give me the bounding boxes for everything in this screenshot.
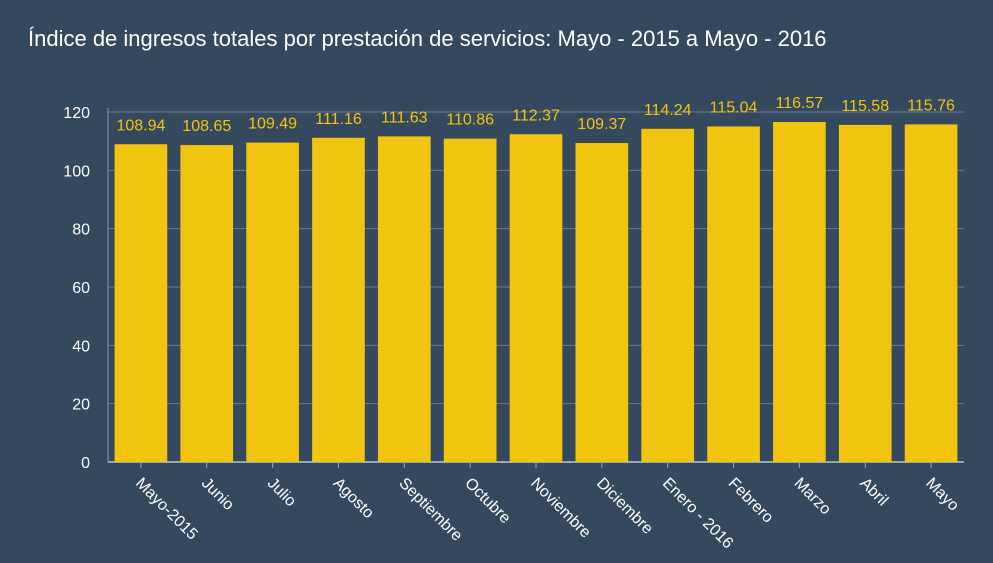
- x-category-label: Junio: [198, 475, 237, 514]
- data-label: 108.65: [182, 118, 231, 135]
- data-label: 115.04: [710, 99, 758, 116]
- data-label: 116.57: [776, 95, 824, 112]
- x-category-label: Mayo-2015: [132, 475, 201, 544]
- data-label: 111.16: [315, 111, 362, 128]
- data-label: 110.86: [446, 112, 494, 129]
- data-label: 114.24: [644, 102, 692, 119]
- bar: [377, 136, 431, 462]
- y-tick-label: 0: [81, 455, 90, 472]
- x-category-label: Diciembre: [593, 475, 656, 538]
- x-category-label: Noviembre: [527, 475, 594, 542]
- data-label: 115.76: [907, 97, 955, 114]
- data-label: 108.94: [116, 117, 165, 134]
- y-tick-label: 40: [72, 338, 90, 355]
- data-label: 109.37: [577, 116, 626, 133]
- bar: [180, 145, 234, 462]
- y-tick-label: 120: [63, 105, 90, 122]
- bar: [246, 142, 299, 462]
- data-label: 111.63: [381, 109, 428, 126]
- x-category-label: Agosto: [330, 475, 377, 522]
- x-category-label: Mayo: [922, 475, 962, 515]
- bar: [641, 128, 695, 463]
- bar: [114, 144, 168, 462]
- y-tick-label: 80: [72, 222, 90, 239]
- data-label: 109.49: [248, 116, 297, 133]
- chart-title: Índice de ingresos totales por prestació…: [28, 26, 827, 51]
- x-category-label: Octubre: [461, 475, 513, 527]
- y-tick-label: 20: [72, 397, 90, 414]
- bar: [773, 122, 826, 463]
- bar: [509, 134, 563, 463]
- data-label: 115.58: [841, 98, 889, 115]
- x-category-label: Marzo: [791, 475, 835, 519]
- bar: [443, 138, 497, 463]
- y-tick-label: 60: [72, 280, 90, 297]
- bar: [904, 124, 958, 462]
- y-tick-label: 100: [63, 163, 90, 180]
- x-category-label: Septiembre: [395, 475, 465, 545]
- bar: [312, 137, 365, 463]
- bar: [838, 124, 892, 463]
- x-category-label: Julio: [264, 475, 299, 510]
- x-category-label: Abril: [856, 475, 891, 510]
- bar: [575, 143, 629, 463]
- data-label: 112.37: [512, 107, 560, 124]
- bar: [707, 126, 760, 462]
- x-category-label: Febrero: [725, 475, 777, 527]
